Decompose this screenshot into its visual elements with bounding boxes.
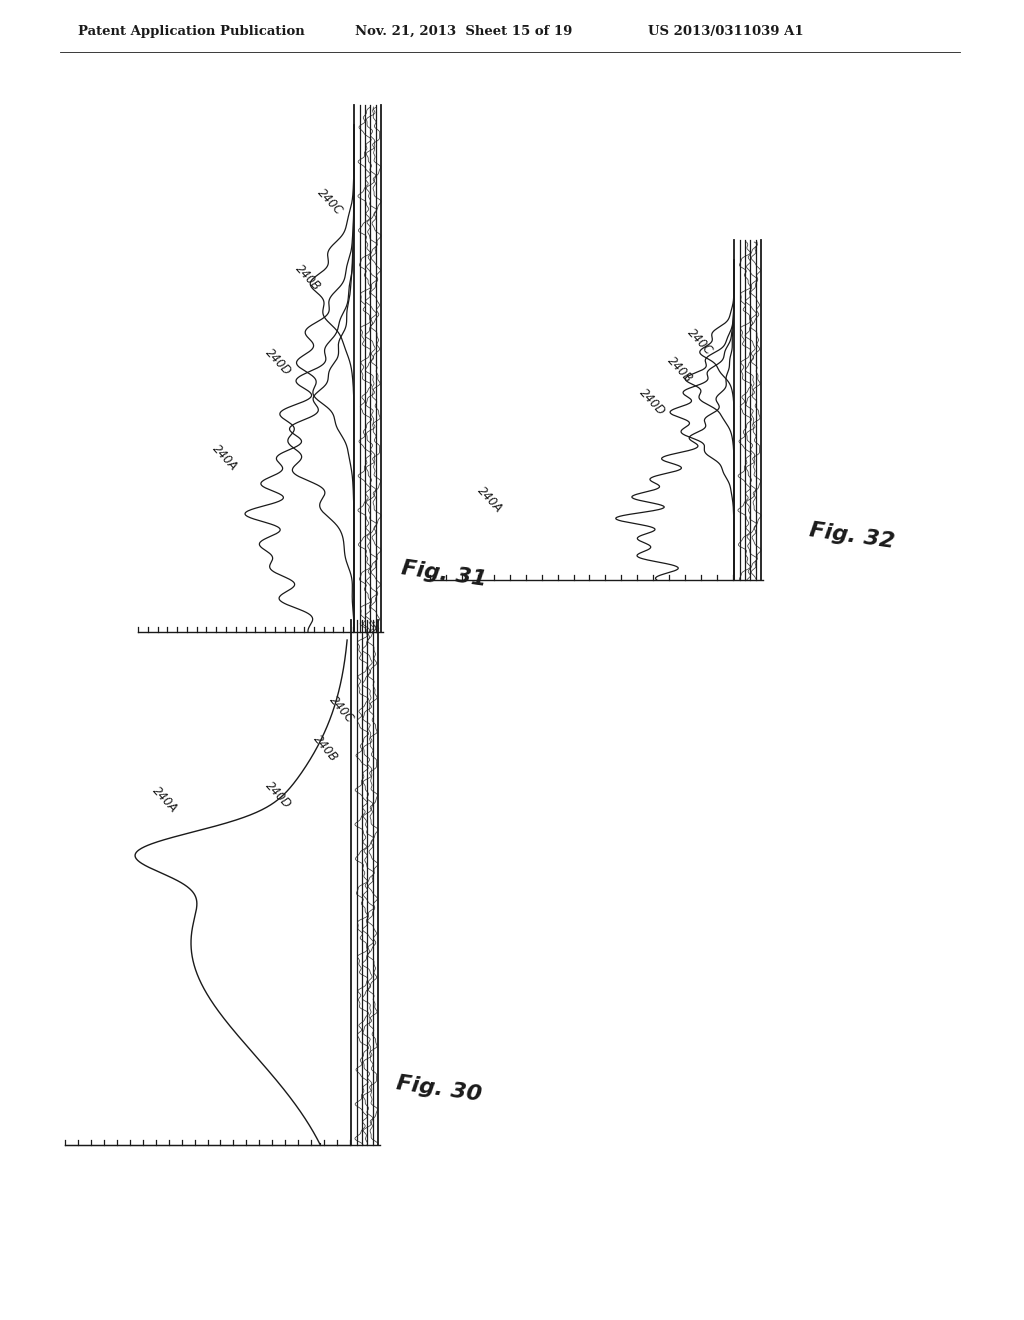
Text: 240D: 240D	[262, 346, 294, 378]
Text: Fig. 31: Fig. 31	[400, 558, 488, 590]
Text: Fig. 30: Fig. 30	[395, 1073, 483, 1105]
Text: 240A: 240A	[150, 784, 180, 816]
Text: US 2013/0311039 A1: US 2013/0311039 A1	[648, 25, 804, 38]
Text: Fig. 32: Fig. 32	[808, 520, 896, 552]
Text: Nov. 21, 2013  Sheet 15 of 19: Nov. 21, 2013 Sheet 15 of 19	[355, 25, 572, 38]
Text: 240D: 240D	[262, 779, 294, 810]
Text: 240B: 240B	[310, 733, 340, 764]
Text: 240D: 240D	[637, 385, 668, 418]
Text: 240C: 240C	[327, 694, 356, 726]
Text: 240B: 240B	[293, 263, 324, 293]
Text: 240B: 240B	[665, 354, 695, 385]
Text: 240C: 240C	[314, 186, 345, 218]
Text: 240C: 240C	[685, 326, 715, 358]
Text: Patent Application Publication: Patent Application Publication	[78, 25, 305, 38]
Text: 240A: 240A	[210, 442, 241, 474]
Text: 240A: 240A	[475, 484, 505, 516]
